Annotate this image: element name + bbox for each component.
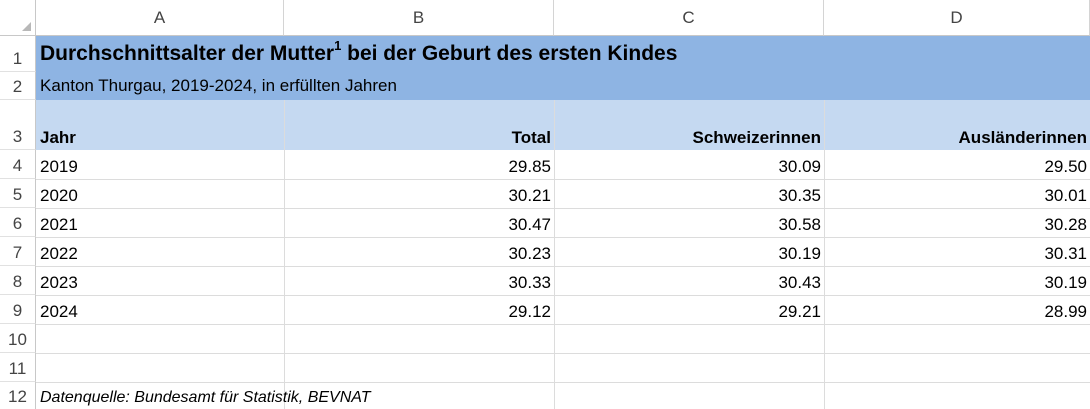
row-header-9[interactable]: 9 (0, 295, 36, 324)
header-cell-jahr[interactable]: Jahr (40, 128, 76, 147)
cell-schweizerinnen[interactable]: 30.58 (778, 215, 821, 234)
cell-jahr[interactable]: 2023 (40, 273, 78, 292)
cell-auslaenderinnen[interactable]: 30.28 (1044, 215, 1087, 234)
gridline (36, 179, 1090, 180)
row-header-3[interactable]: 3 (0, 100, 36, 150)
cell-total[interactable]: 30.47 (508, 215, 551, 234)
header-cell-auslaenderinnen[interactable]: Ausländerinnen (958, 128, 1087, 147)
cell-jahr[interactable]: 2022 (40, 244, 78, 263)
cell-auslaenderinnen[interactable]: 29.50 (1044, 157, 1087, 176)
gridline (36, 382, 1090, 383)
cell-total[interactable]: 30.33 (508, 273, 551, 292)
header-cell-schweizerinnen[interactable]: Schweizerinnen (692, 128, 821, 147)
cell-jahr[interactable]: 2020 (40, 186, 78, 205)
gridline (36, 237, 1090, 238)
row-header-4[interactable]: 4 (0, 150, 36, 179)
column-header-d[interactable]: D (824, 0, 1090, 36)
gridline (36, 353, 1090, 354)
row-header-2[interactable]: 2 (0, 72, 36, 100)
row-header-10[interactable]: 10 (0, 324, 36, 353)
row-header-11[interactable]: 11 (0, 353, 36, 382)
gridline (36, 295, 1090, 296)
cell-schweizerinnen[interactable]: 30.35 (778, 186, 821, 205)
cell-auslaenderinnen[interactable]: 30.31 (1044, 244, 1087, 263)
cell-jahr[interactable]: 2019 (40, 157, 78, 176)
row-header-1[interactable]: 1 (0, 36, 36, 72)
gridline (554, 100, 555, 409)
data-source-note[interactable]: Datenquelle: Bundesamt für Statistik, BE… (40, 389, 371, 406)
cell-total[interactable]: 29.12 (508, 302, 551, 321)
cell-jahr[interactable]: 2024 (40, 302, 78, 321)
cell-total[interactable]: 29.85 (508, 157, 551, 176)
footnote-marker: 1 (334, 38, 342, 53)
sheet-title-rest: bei der Geburt des ersten Kindes (341, 42, 678, 65)
cell-jahr[interactable]: 2021 (40, 215, 78, 234)
column-header-a[interactable]: A (36, 0, 284, 36)
column-header-b[interactable]: B (284, 0, 554, 36)
cell-total[interactable]: 30.23 (508, 244, 551, 263)
sheet-title[interactable]: Durchschnittsalter der Mutter1 bei der G… (40, 38, 678, 66)
gridline (36, 208, 1090, 209)
header-cell-total[interactable]: Total (511, 128, 551, 147)
row-header-6[interactable]: 6 (0, 208, 36, 237)
title-band (36, 36, 1090, 100)
row-header-12[interactable]: 12 (0, 382, 36, 409)
row-header-8[interactable]: 8 (0, 266, 36, 295)
sheet-title-main: Durchschnittsalter der Mutter (40, 42, 335, 65)
cell-schweizerinnen[interactable]: 29.21 (778, 302, 821, 321)
cell-schweizerinnen[interactable]: 30.19 (778, 244, 821, 263)
select-all-triangle-icon (22, 22, 31, 31)
sheet-subtitle[interactable]: Kanton Thurgau, 2019-2024, in erfüllten … (40, 76, 397, 95)
gridline (36, 266, 1090, 267)
gridline (824, 100, 825, 409)
gridline (36, 324, 1090, 325)
select-all-corner[interactable] (0, 0, 36, 36)
gridline (284, 100, 285, 409)
row-header-5[interactable]: 5 (0, 179, 36, 208)
cell-auslaenderinnen[interactable]: 30.01 (1044, 186, 1087, 205)
cell-schweizerinnen[interactable]: 30.09 (778, 157, 821, 176)
cell-auslaenderinnen[interactable]: 28.99 (1044, 302, 1087, 321)
header-band (36, 100, 1090, 150)
cell-schweizerinnen[interactable]: 30.43 (778, 273, 821, 292)
row-header-7[interactable]: 7 (0, 237, 36, 266)
cell-auslaenderinnen[interactable]: 30.19 (1044, 273, 1087, 292)
column-header-c[interactable]: C (554, 0, 824, 36)
cell-total[interactable]: 30.21 (508, 186, 551, 205)
